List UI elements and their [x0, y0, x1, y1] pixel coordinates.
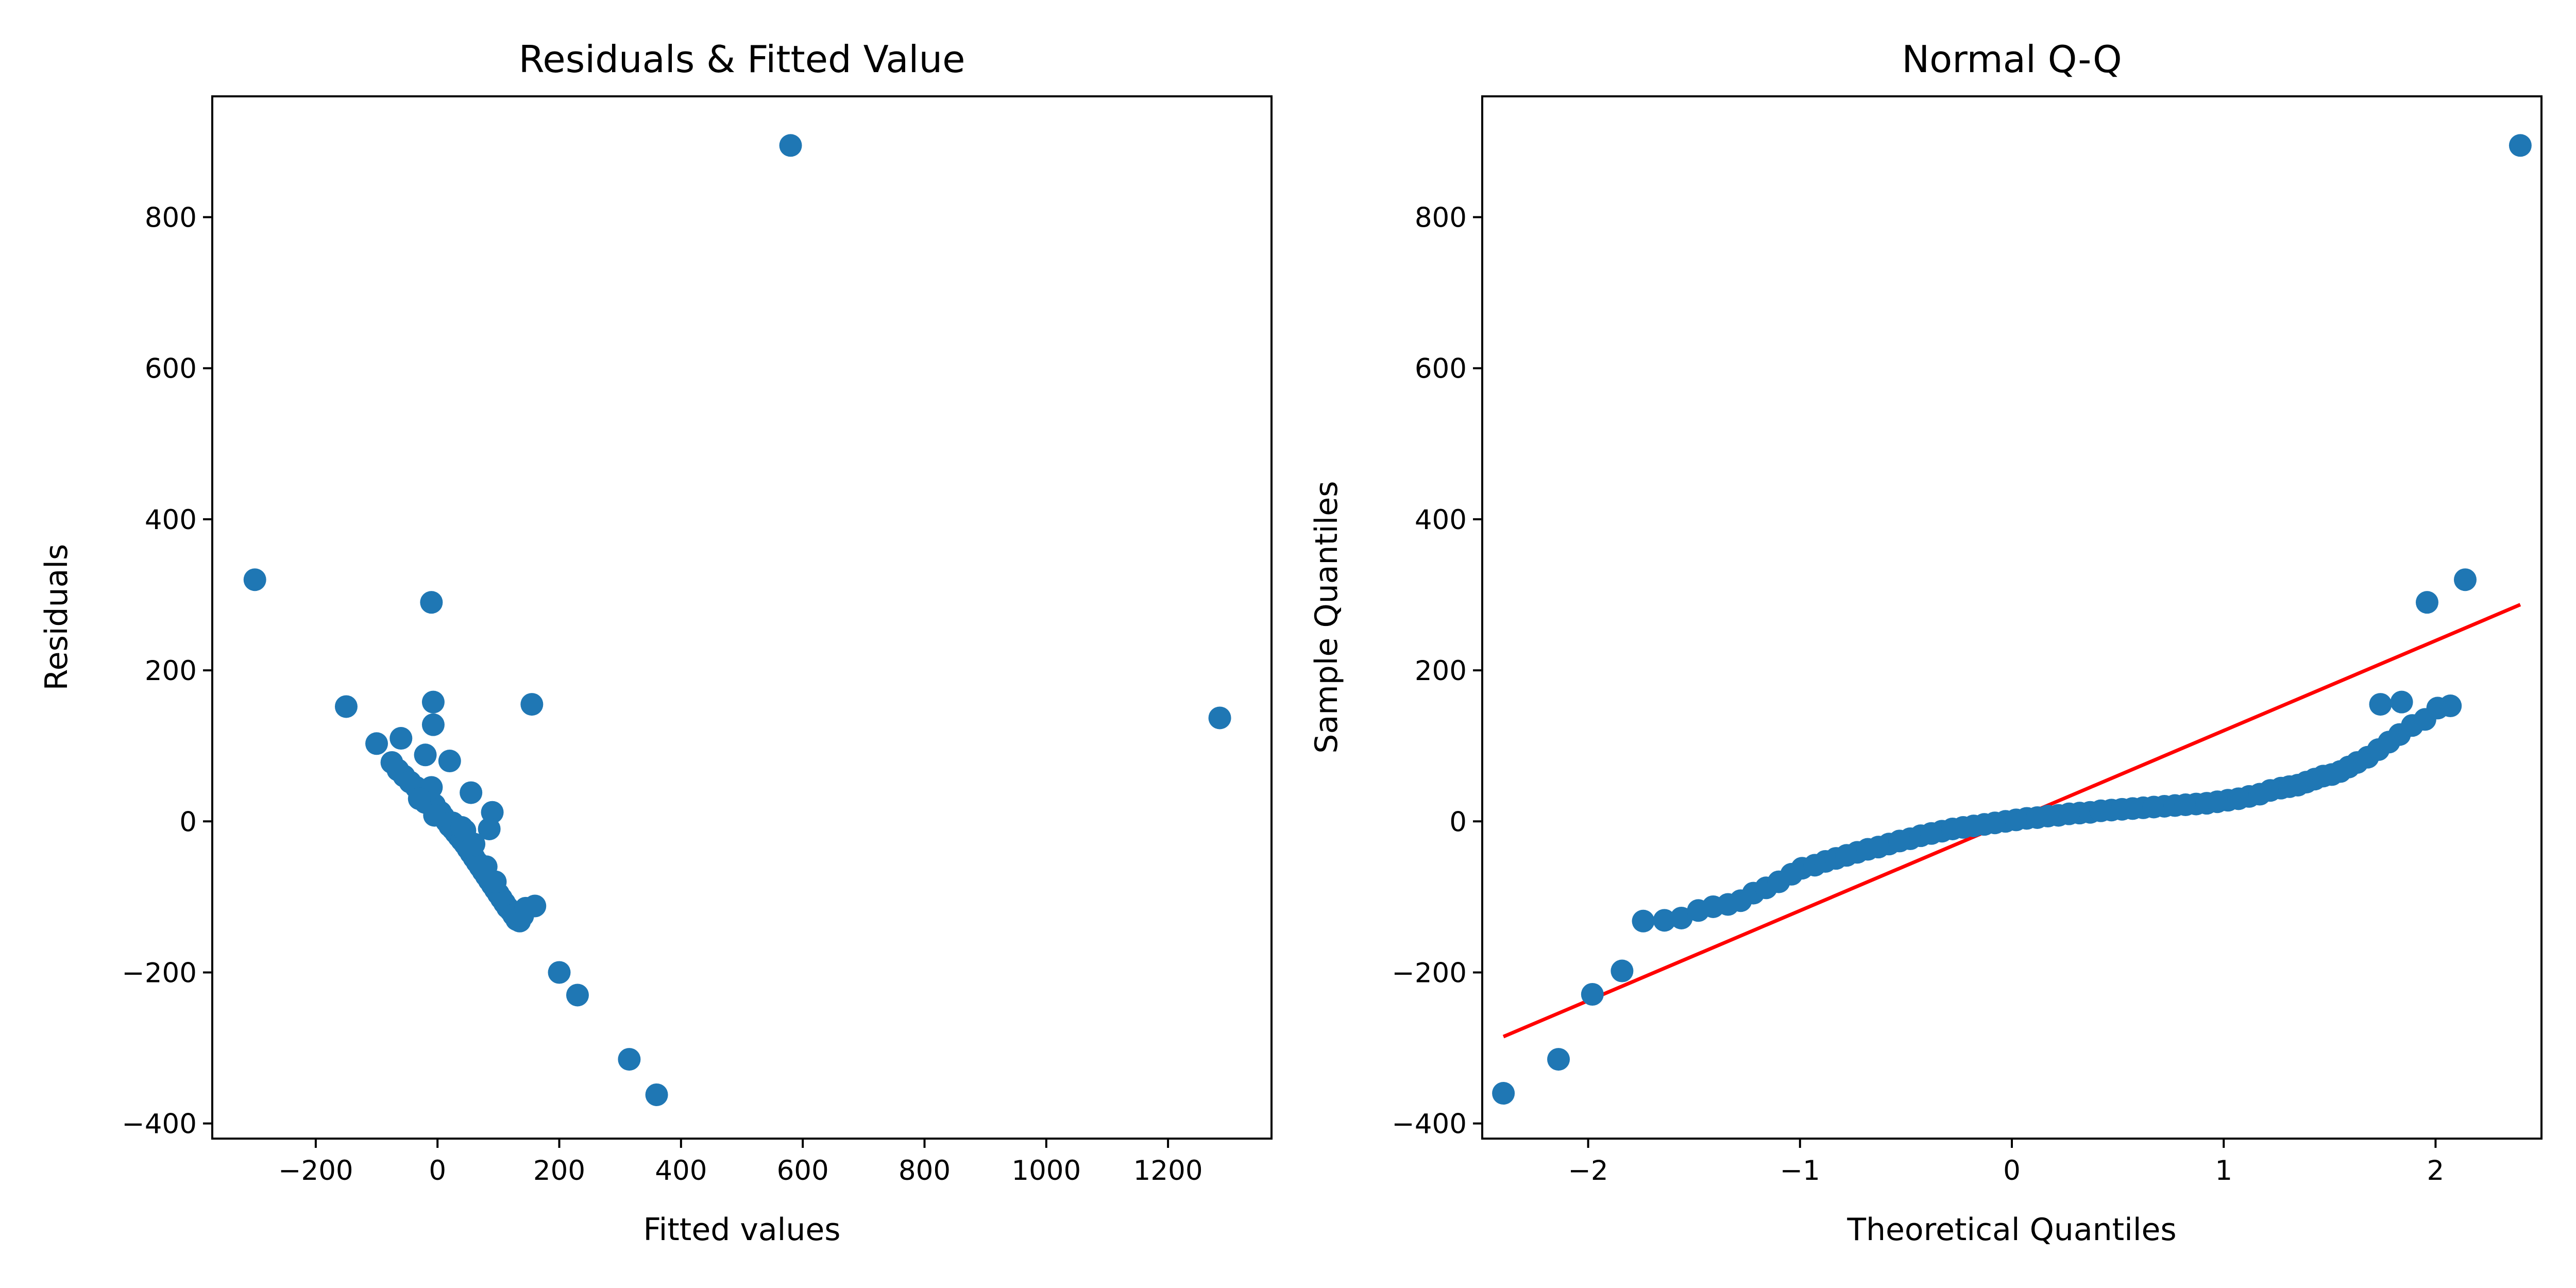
qq-data-point: [1611, 959, 1634, 982]
residuals-y-tick-label: 0: [179, 806, 197, 838]
residuals-data-point: [484, 870, 507, 893]
residuals-data-point: [460, 781, 483, 804]
residuals-y-axis-label: Residuals: [39, 544, 75, 691]
residuals-scatter-points: [243, 134, 1231, 1106]
qq-x-tick-label: −1: [1780, 1155, 1820, 1187]
qq-y-tick-label: 600: [1415, 353, 1467, 385]
qq-y-tick-label: 200: [1415, 655, 1467, 687]
residuals-data-point: [408, 787, 431, 810]
qq-data-point: [1492, 1082, 1515, 1105]
qq-data-point: [2439, 694, 2462, 718]
qq-plot-frame: [1481, 95, 2543, 1140]
qq-chart-title: Normal Q-Q: [1902, 38, 2122, 81]
qq-x-axis-label: Theoretical Quantiles: [1846, 1212, 2176, 1248]
qq-x-tick-label: 2: [2427, 1155, 2445, 1187]
residuals-data-point: [463, 833, 486, 856]
qq-data-point: [1653, 909, 1676, 932]
qq-scatter-points: [1492, 134, 2532, 1105]
qq-y-tick-label: 800: [1415, 202, 1467, 234]
qq-data-point: [2390, 690, 2413, 714]
residuals-axis-ticks: −200 0 200 400 600 800 1000 1200 −400 −200 0 200 400…: [122, 202, 1202, 1187]
residuals-x-axis-label: Fitted values: [643, 1212, 840, 1248]
qq-axis-ticks: −2 −1 0 1 2 −400 −200 0 200 400 600 800: [1392, 202, 2444, 1187]
residuals-data-point: [523, 894, 547, 918]
residuals-data-point: [645, 1083, 668, 1106]
residuals-data-point: [334, 695, 358, 718]
qq-data-point: [1581, 983, 1604, 1006]
qq-y-tick-label: 400: [1415, 504, 1467, 536]
residuals-data-point: [566, 984, 589, 1007]
residuals-plot-frame: [211, 95, 1273, 1140]
qq-y-tick-label: −400: [1392, 1109, 1467, 1140]
residuals-chart-title: Residuals & Fitted Value: [519, 38, 965, 81]
residuals-x-tick-label: 1200: [1133, 1155, 1203, 1187]
qq-data-point: [2453, 568, 2477, 591]
residuals-y-tick-label: −200: [122, 957, 197, 989]
residuals-y-tick-label: 400: [145, 504, 197, 536]
residuals-y-tick-label: −400: [122, 1109, 197, 1140]
residuals-x-tick-label: −200: [278, 1155, 353, 1187]
qq-data-point: [1632, 909, 1655, 933]
residuals-x-tick-label: 400: [655, 1155, 707, 1187]
residuals-x-tick-label: 600: [777, 1155, 829, 1187]
residuals-data-point: [1208, 706, 1231, 730]
residuals-fitted-panel: −200 0 200 400 600 800 1000 1200 −400 −200 0 200 400…: [39, 38, 1273, 1248]
qq-x-tick-label: −2: [1568, 1155, 1608, 1187]
qq-data-point: [1670, 906, 1693, 929]
residuals-data-point: [438, 750, 461, 773]
qq-data-point: [1547, 1048, 1570, 1071]
qq-data-point: [2509, 134, 2532, 157]
residuals-y-tick-label: 800: [145, 202, 197, 234]
residuals-data-point: [420, 591, 443, 614]
residuals-x-tick-label: 0: [429, 1155, 446, 1187]
residuals-data-point: [421, 713, 445, 736]
qq-data-point: [2369, 693, 2392, 716]
residuals-y-tick-label: 600: [145, 353, 197, 385]
qq-y-tick-label: 0: [1449, 806, 1467, 838]
residuals-x-tick-label: 1000: [1011, 1155, 1081, 1187]
residuals-data-point: [243, 568, 266, 591]
residuals-data-point: [478, 817, 501, 840]
residuals-data-point: [421, 690, 445, 714]
residuals-y-tick-label: 200: [145, 655, 197, 687]
residuals-data-point: [423, 804, 446, 827]
qq-x-tick-label: 0: [2003, 1155, 2021, 1187]
residuals-data-point: [365, 732, 388, 755]
qq-x-tick-label: 1: [2215, 1155, 2232, 1187]
qq-y-tick-label: −200: [1392, 957, 1467, 989]
residuals-x-tick-label: 800: [899, 1155, 951, 1187]
residuals-x-tick-label: 200: [533, 1155, 585, 1187]
residuals-data-point: [520, 693, 544, 716]
residuals-data-point: [618, 1048, 641, 1071]
residuals-data-point: [779, 134, 802, 157]
qq-y-axis-label: Sample Quantiles: [1309, 481, 1345, 753]
residuals-data-point: [389, 727, 413, 750]
residuals-data-point: [548, 961, 571, 984]
qq-data-point: [2415, 591, 2438, 614]
residuals-data-point: [414, 743, 437, 767]
